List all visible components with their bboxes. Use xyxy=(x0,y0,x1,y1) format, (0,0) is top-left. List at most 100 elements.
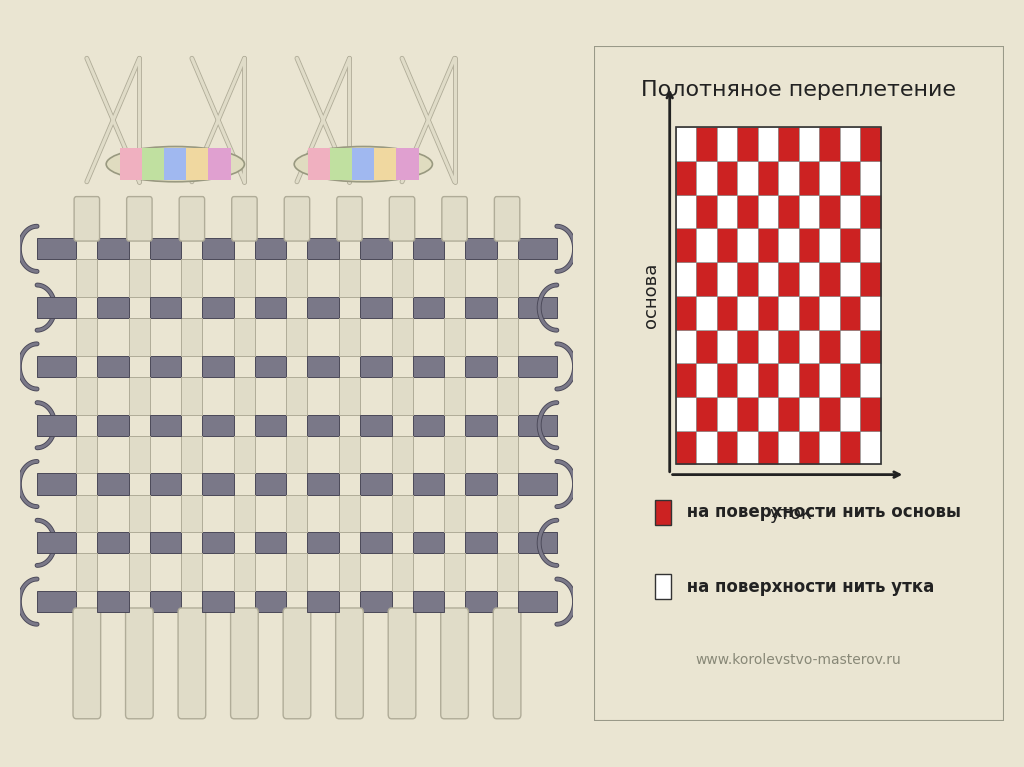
Bar xyxy=(799,262,819,296)
Bar xyxy=(233,377,255,415)
Bar xyxy=(339,377,360,415)
Bar xyxy=(37,415,77,436)
Bar xyxy=(497,436,517,473)
Bar xyxy=(517,415,557,436)
Bar xyxy=(497,259,517,297)
Bar xyxy=(465,532,497,554)
Bar xyxy=(840,262,860,296)
Bar xyxy=(497,377,517,415)
Bar xyxy=(737,364,758,397)
Bar xyxy=(444,259,465,297)
Bar xyxy=(203,415,233,436)
Bar xyxy=(77,318,97,356)
Bar xyxy=(203,297,233,318)
Bar xyxy=(778,262,799,296)
Bar xyxy=(696,330,717,364)
Bar xyxy=(676,127,881,465)
FancyBboxPatch shape xyxy=(179,196,205,241)
Bar xyxy=(517,591,557,612)
Bar xyxy=(840,195,860,229)
Bar xyxy=(413,415,444,436)
Text: Полотняное переплетение: Полотняное переплетение xyxy=(641,80,956,100)
Bar xyxy=(676,364,696,397)
Bar xyxy=(676,296,696,330)
Bar xyxy=(655,499,671,525)
Bar xyxy=(181,436,203,473)
Bar xyxy=(799,397,819,431)
Bar xyxy=(819,229,840,262)
Bar xyxy=(203,239,233,259)
Bar xyxy=(129,436,150,473)
Bar xyxy=(517,532,557,554)
Bar xyxy=(465,297,497,318)
Bar xyxy=(97,297,129,318)
Bar xyxy=(120,148,142,180)
Bar xyxy=(339,259,360,297)
Bar xyxy=(77,377,97,415)
Bar xyxy=(860,262,881,296)
Bar xyxy=(181,377,203,415)
Bar xyxy=(360,591,391,612)
Bar xyxy=(203,356,233,377)
FancyBboxPatch shape xyxy=(441,196,467,241)
Bar xyxy=(696,127,717,161)
Bar xyxy=(696,195,717,229)
Bar xyxy=(737,397,758,431)
Bar xyxy=(97,532,129,554)
Bar xyxy=(203,532,233,554)
Bar xyxy=(339,554,360,591)
Bar xyxy=(255,239,287,259)
Bar xyxy=(287,377,307,415)
Bar xyxy=(233,436,255,473)
Bar xyxy=(391,554,413,591)
Bar xyxy=(717,262,737,296)
Bar xyxy=(778,127,799,161)
Bar xyxy=(758,161,778,195)
Bar xyxy=(799,431,819,465)
Bar xyxy=(737,431,758,465)
Bar xyxy=(233,554,255,591)
Bar xyxy=(840,127,860,161)
Bar xyxy=(413,532,444,554)
Bar xyxy=(819,431,840,465)
Bar xyxy=(77,436,97,473)
Bar xyxy=(360,473,391,495)
Bar xyxy=(308,148,330,180)
Bar xyxy=(497,318,517,356)
Bar xyxy=(97,356,129,377)
Bar xyxy=(840,161,860,195)
Bar xyxy=(737,127,758,161)
Bar xyxy=(860,195,881,229)
Bar xyxy=(287,495,307,532)
Bar xyxy=(391,318,413,356)
Text: уток: уток xyxy=(769,505,812,523)
Bar xyxy=(77,554,97,591)
Bar xyxy=(444,318,465,356)
Bar xyxy=(37,532,77,554)
Bar xyxy=(287,318,307,356)
Bar xyxy=(737,195,758,229)
Bar xyxy=(37,297,77,318)
Bar xyxy=(819,364,840,397)
Bar xyxy=(142,148,164,180)
Bar xyxy=(186,148,209,180)
Bar xyxy=(737,262,758,296)
Bar xyxy=(203,473,233,495)
Bar xyxy=(150,473,181,495)
Bar xyxy=(819,161,840,195)
Bar xyxy=(696,364,717,397)
Bar xyxy=(97,591,129,612)
Bar xyxy=(444,377,465,415)
Bar xyxy=(778,229,799,262)
Bar xyxy=(799,195,819,229)
Bar xyxy=(339,318,360,356)
Bar xyxy=(37,239,77,259)
Bar xyxy=(413,239,444,259)
Bar xyxy=(717,431,737,465)
Bar xyxy=(717,364,737,397)
Bar xyxy=(758,431,778,465)
Bar xyxy=(758,364,778,397)
Bar xyxy=(97,239,129,259)
Bar xyxy=(737,229,758,262)
Bar xyxy=(37,591,77,612)
